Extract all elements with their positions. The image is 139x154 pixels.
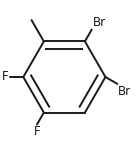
Text: Br: Br (118, 85, 131, 97)
Text: F: F (34, 125, 40, 138)
Text: F: F (2, 71, 9, 83)
Text: Br: Br (92, 16, 106, 29)
